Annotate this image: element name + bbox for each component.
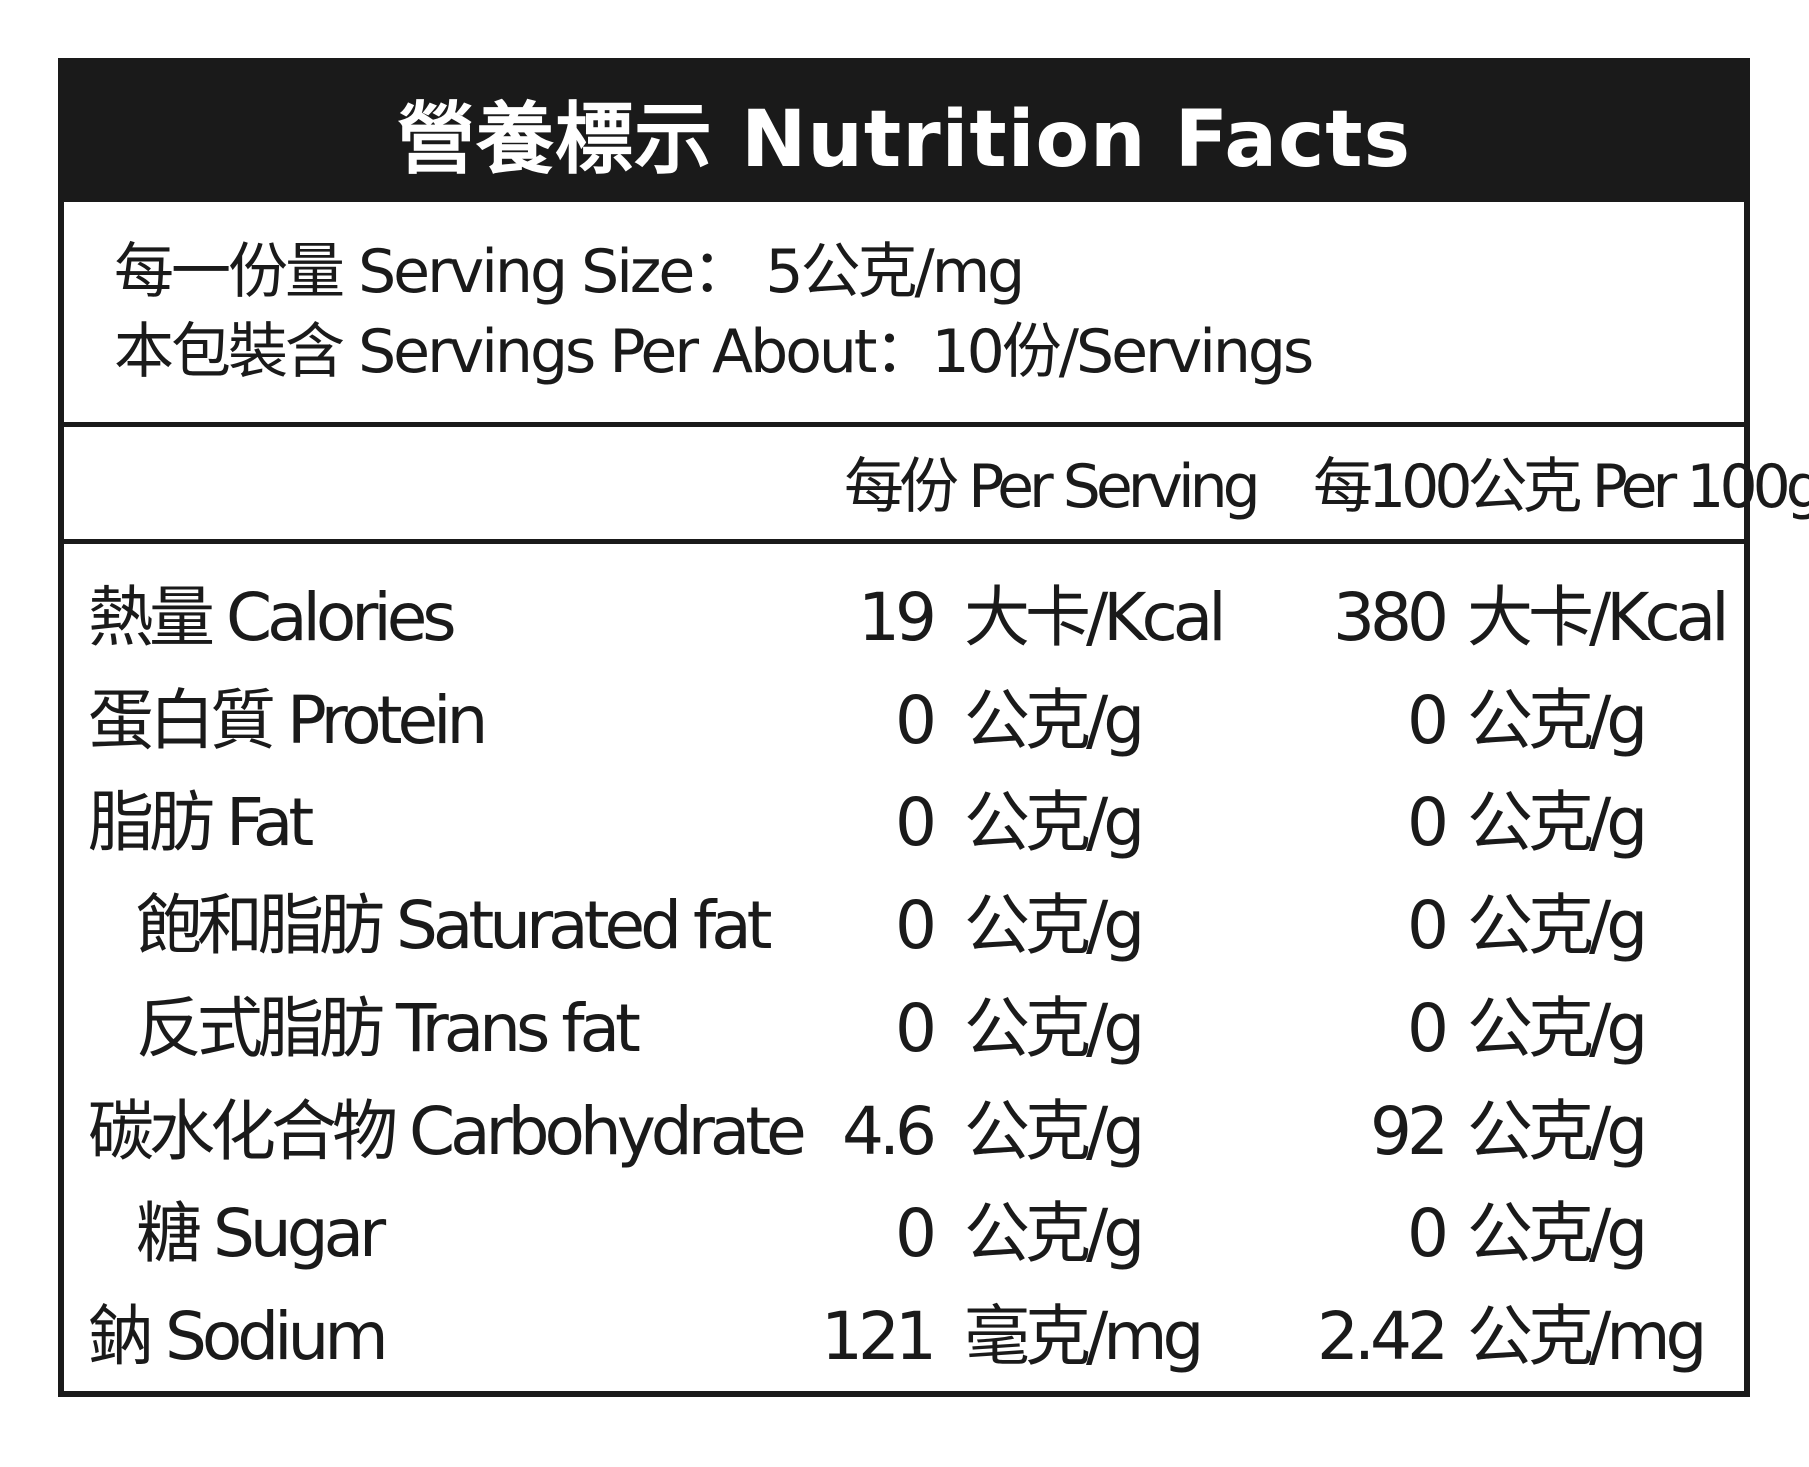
per-100g-value: 0 [1407, 887, 1449, 965]
servings-per-package: 本包裝含 Servings Per About：10份/Servings [114, 317, 1314, 387]
per-100g-unit: 大卡/Kcal [1467, 579, 1730, 656]
nutrition-facts-panel: 營養標示 Nutrition Facts 每一份量 Serving Size： … [58, 58, 1809, 1397]
per-serving-value: 0 [895, 681, 937, 759]
nutrient-label: 鈉 Sodium [88, 1297, 389, 1375]
per-serving-unit: 大卡/Kcal [964, 579, 1227, 656]
title: 營養標示 Nutrition Facts [64, 64, 1744, 202]
nutrient-label: 反式脂肪 Trans fat [136, 989, 641, 1067]
per-100g-value: 2.42 [1317, 1297, 1449, 1375]
per-serving-value: 4.6 [842, 1092, 937, 1170]
per-serving-value: 0 [895, 784, 937, 862]
nutrient-row: 蛋白質 Protein 0 公克/g 0 公克/g [64, 670, 1744, 772]
per-serving-unit: 公克/g [964, 989, 1145, 1067]
nutrient-label: 熱量 Calories [88, 579, 457, 656]
per-serving-unit: 公克/g [964, 1092, 1145, 1170]
per-serving-unit: 公克/g [964, 681, 1145, 759]
nutrient-label: 脂肪 Fat [88, 784, 314, 862]
per-100g-unit: 公克/mg [1467, 1297, 1707, 1375]
nutrient-label: 飽和脂肪 Saturated fat [136, 887, 773, 965]
per-100g-value: 0 [1407, 989, 1449, 1067]
per-serving-value: 0 [895, 1195, 937, 1273]
nutrient-row: 反式脂肪 Trans fat 0 公克/g 0 公克/g [64, 978, 1744, 1080]
nutrient-label: 蛋白質 Protein [88, 681, 488, 759]
divider [64, 539, 1744, 544]
per-serving-unit: 公克/g [964, 784, 1145, 862]
per-100g-unit: 公克/g [1467, 681, 1648, 759]
per-100g-unit: 公克/g [1467, 887, 1648, 965]
per-serving-unit: 公克/g [964, 887, 1145, 965]
nutrient-row: 鈉 Sodium 121 毫克/mg 2.42 公克/mg [64, 1286, 1744, 1388]
column-header-per-100g: 每100公克 Per 100g [1313, 452, 1809, 522]
nutrient-row: 熱量 Calories 19 大卡/Kcal 380 大卡/Kcal [64, 567, 1744, 669]
per-serving-value: 0 [895, 989, 937, 1067]
per-100g-value: 380 [1333, 579, 1449, 656]
per-100g-value: 0 [1407, 1195, 1449, 1273]
per-100g-unit: 公克/g [1467, 1195, 1648, 1273]
per-100g-unit: 公克/g [1467, 1092, 1648, 1170]
per-100g-unit: 公克/g [1467, 784, 1648, 862]
column-header-per-serving: 每份 Per Serving [844, 452, 1261, 522]
divider [64, 422, 1744, 427]
per-100g-value: 0 [1407, 681, 1449, 759]
nutrient-row: 糖 Sugar 0 公克/g 0 公克/g [64, 1183, 1744, 1285]
per-serving-value: 0 [895, 887, 937, 965]
nutrient-row: 碳水化合物 Carbohydrate 4.6 公克/g 92 公克/g [64, 1081, 1744, 1183]
per-serving-unit: 公克/g [964, 1195, 1145, 1273]
serving-size: 每一份量 Serving Size： 5公克/mg [114, 237, 1025, 307]
nutrient-row: 脂肪 Fat 0 公克/g 0 公克/g [64, 772, 1744, 874]
nutrient-row: 飽和脂肪 Saturated fat 0 公克/g 0 公克/g [64, 875, 1744, 977]
nutrient-label: 糖 Sugar [136, 1195, 386, 1273]
per-100g-unit: 公克/g [1467, 989, 1648, 1067]
nutrient-label: 碳水化合物 Carbohydrate [88, 1092, 807, 1170]
per-serving-unit: 毫克/mg [964, 1297, 1204, 1375]
per-100g-value: 0 [1407, 784, 1449, 862]
per-100g-value: 92 [1370, 1092, 1449, 1170]
per-serving-value: 121 [821, 1297, 937, 1375]
per-serving-value: 19 [858, 579, 937, 656]
